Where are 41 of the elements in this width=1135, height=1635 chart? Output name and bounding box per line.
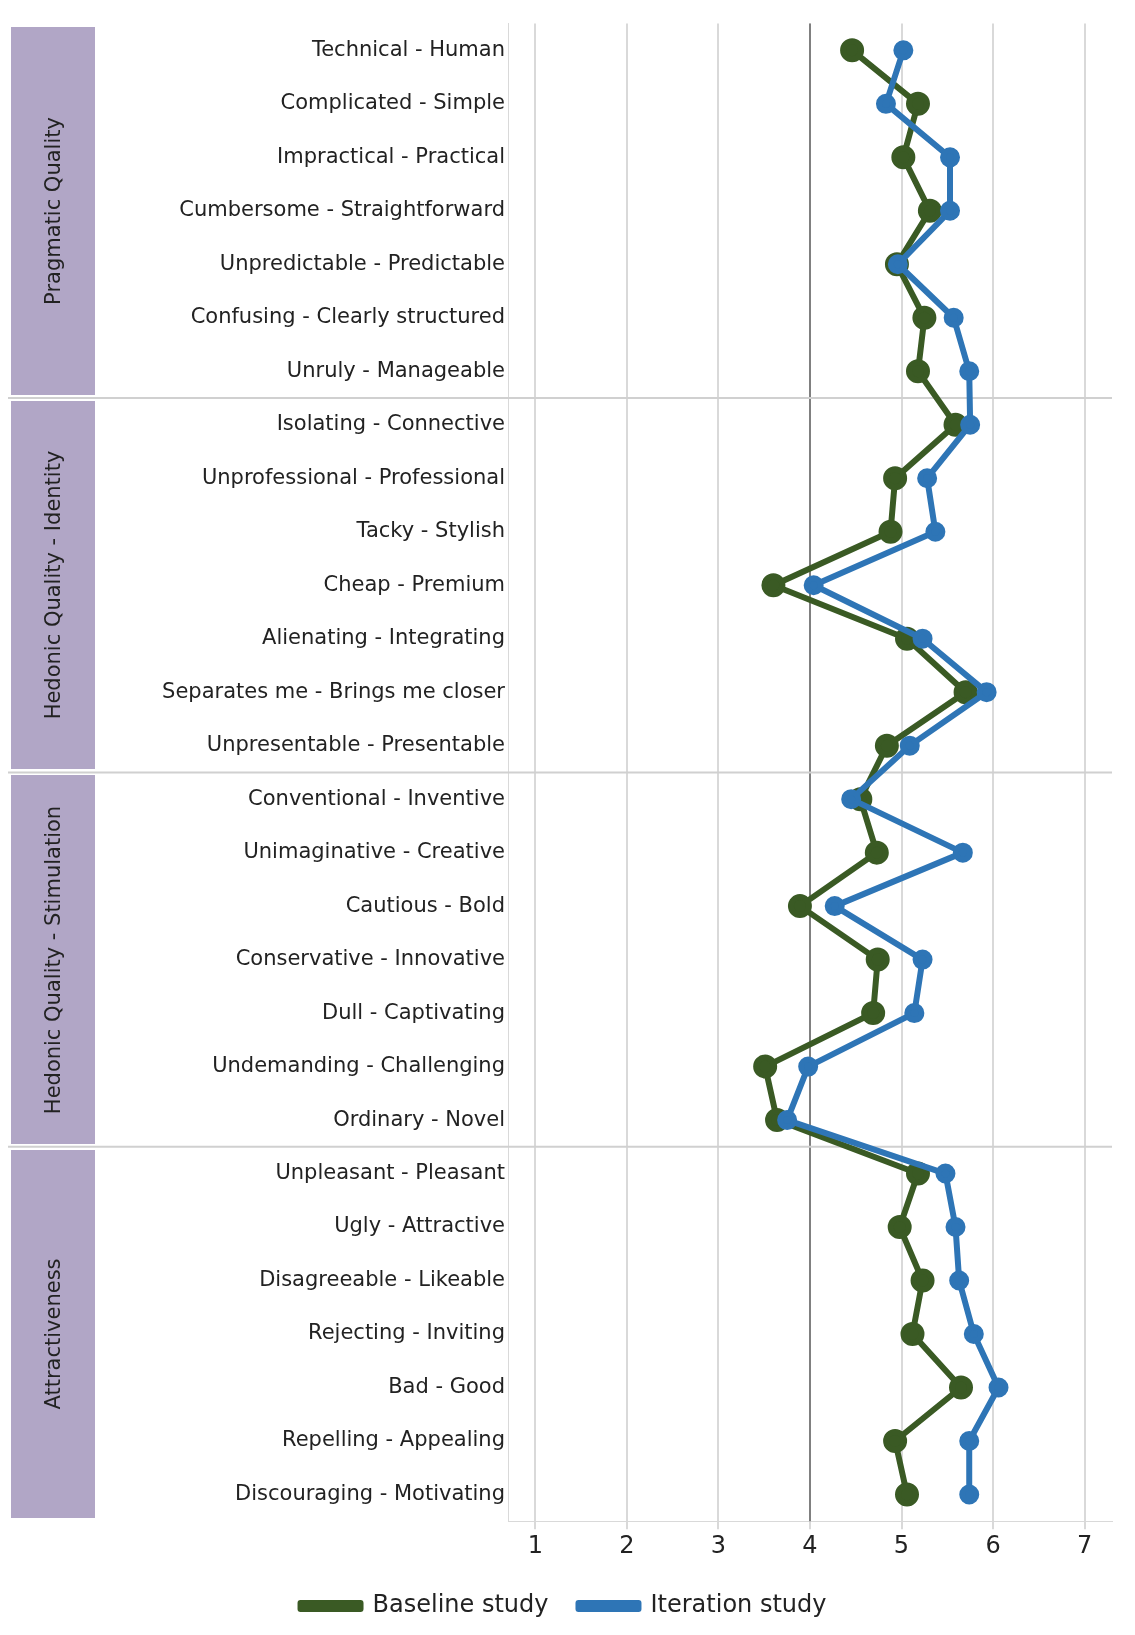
y-tick-label: Ordinary - Novel — [333, 1106, 505, 1131]
y-tick-label: Alienating - Integrating — [262, 625, 505, 650]
y-tick-label: Confusing - Clearly structured — [190, 304, 505, 329]
x-tick-label: 5 — [893, 1530, 910, 1559]
legend-label: Baseline study — [372, 1590, 549, 1619]
y-tick-label: Isolating - Connective — [276, 411, 505, 436]
x-tick-label: 1 — [527, 1530, 544, 1559]
text: Attractiveness — [41, 1258, 66, 1410]
y-tick-label: Technical - Human — [310, 36, 505, 61]
y-tick-label: Separates me - Brings me closer — [162, 678, 506, 703]
text: Hedonic Quality - Stimulation — [41, 805, 66, 1114]
y-tick-label: Unpleasant - Pleasant — [275, 1160, 505, 1184]
y-tick-label: Bad - Good — [388, 1373, 505, 1398]
text: Hedonic Quality - Identity — [41, 450, 65, 720]
legend-label: Iteration study — [650, 1590, 827, 1619]
y-tick-label: Unimaginative - Creative — [243, 839, 505, 864]
y-tick-label: Unruly - Manageable — [286, 357, 505, 382]
y-tick-label: Ugly - Attractive — [334, 1213, 505, 1238]
y-tick-label: Undemanding - Challenging — [212, 1053, 505, 1078]
y-tick-label: Unpresentable - Presentable — [206, 732, 505, 757]
x-tick-label: 2 — [619, 1530, 635, 1559]
x-tick-label: 3 — [710, 1530, 727, 1559]
y-tick-label: Conventional - Inventive — [248, 785, 505, 810]
y-tick-label: Complicated - Simple — [280, 90, 505, 115]
y-tick-label: Unprofessional - Professional — [201, 464, 505, 489]
y-tick-label: Impractical - Practical — [277, 143, 505, 168]
y-tick-label: Cumbersome - Straightforward — [179, 197, 505, 222]
y-tick-label: Conservative - Innovative — [235, 946, 505, 971]
y-tick-label: Repelling - Appealing — [281, 1427, 505, 1452]
y-tick-label: Unpredictable - Predictable — [219, 250, 505, 275]
text: Pragmatic Quality — [41, 116, 65, 305]
x-tick-label: 4 — [802, 1530, 818, 1559]
y-tick-label: Cheap - Premium — [323, 571, 505, 596]
x-tick-label: 7 — [1076, 1530, 1093, 1559]
x-tick-label: 6 — [985, 1530, 1001, 1559]
y-tick-label: Disagreeable - Likeable — [259, 1266, 505, 1291]
y-tick-label: Rejecting - Inviting — [308, 1320, 505, 1345]
y-tick-label: Dull - Captivating — [321, 999, 505, 1024]
y-tick-label: Tacky - Stylish — [355, 518, 505, 543]
y-tick-label: Cautious - Bold — [345, 892, 505, 917]
y-tick-label: Discouraging - Motivating — [235, 1480, 505, 1505]
